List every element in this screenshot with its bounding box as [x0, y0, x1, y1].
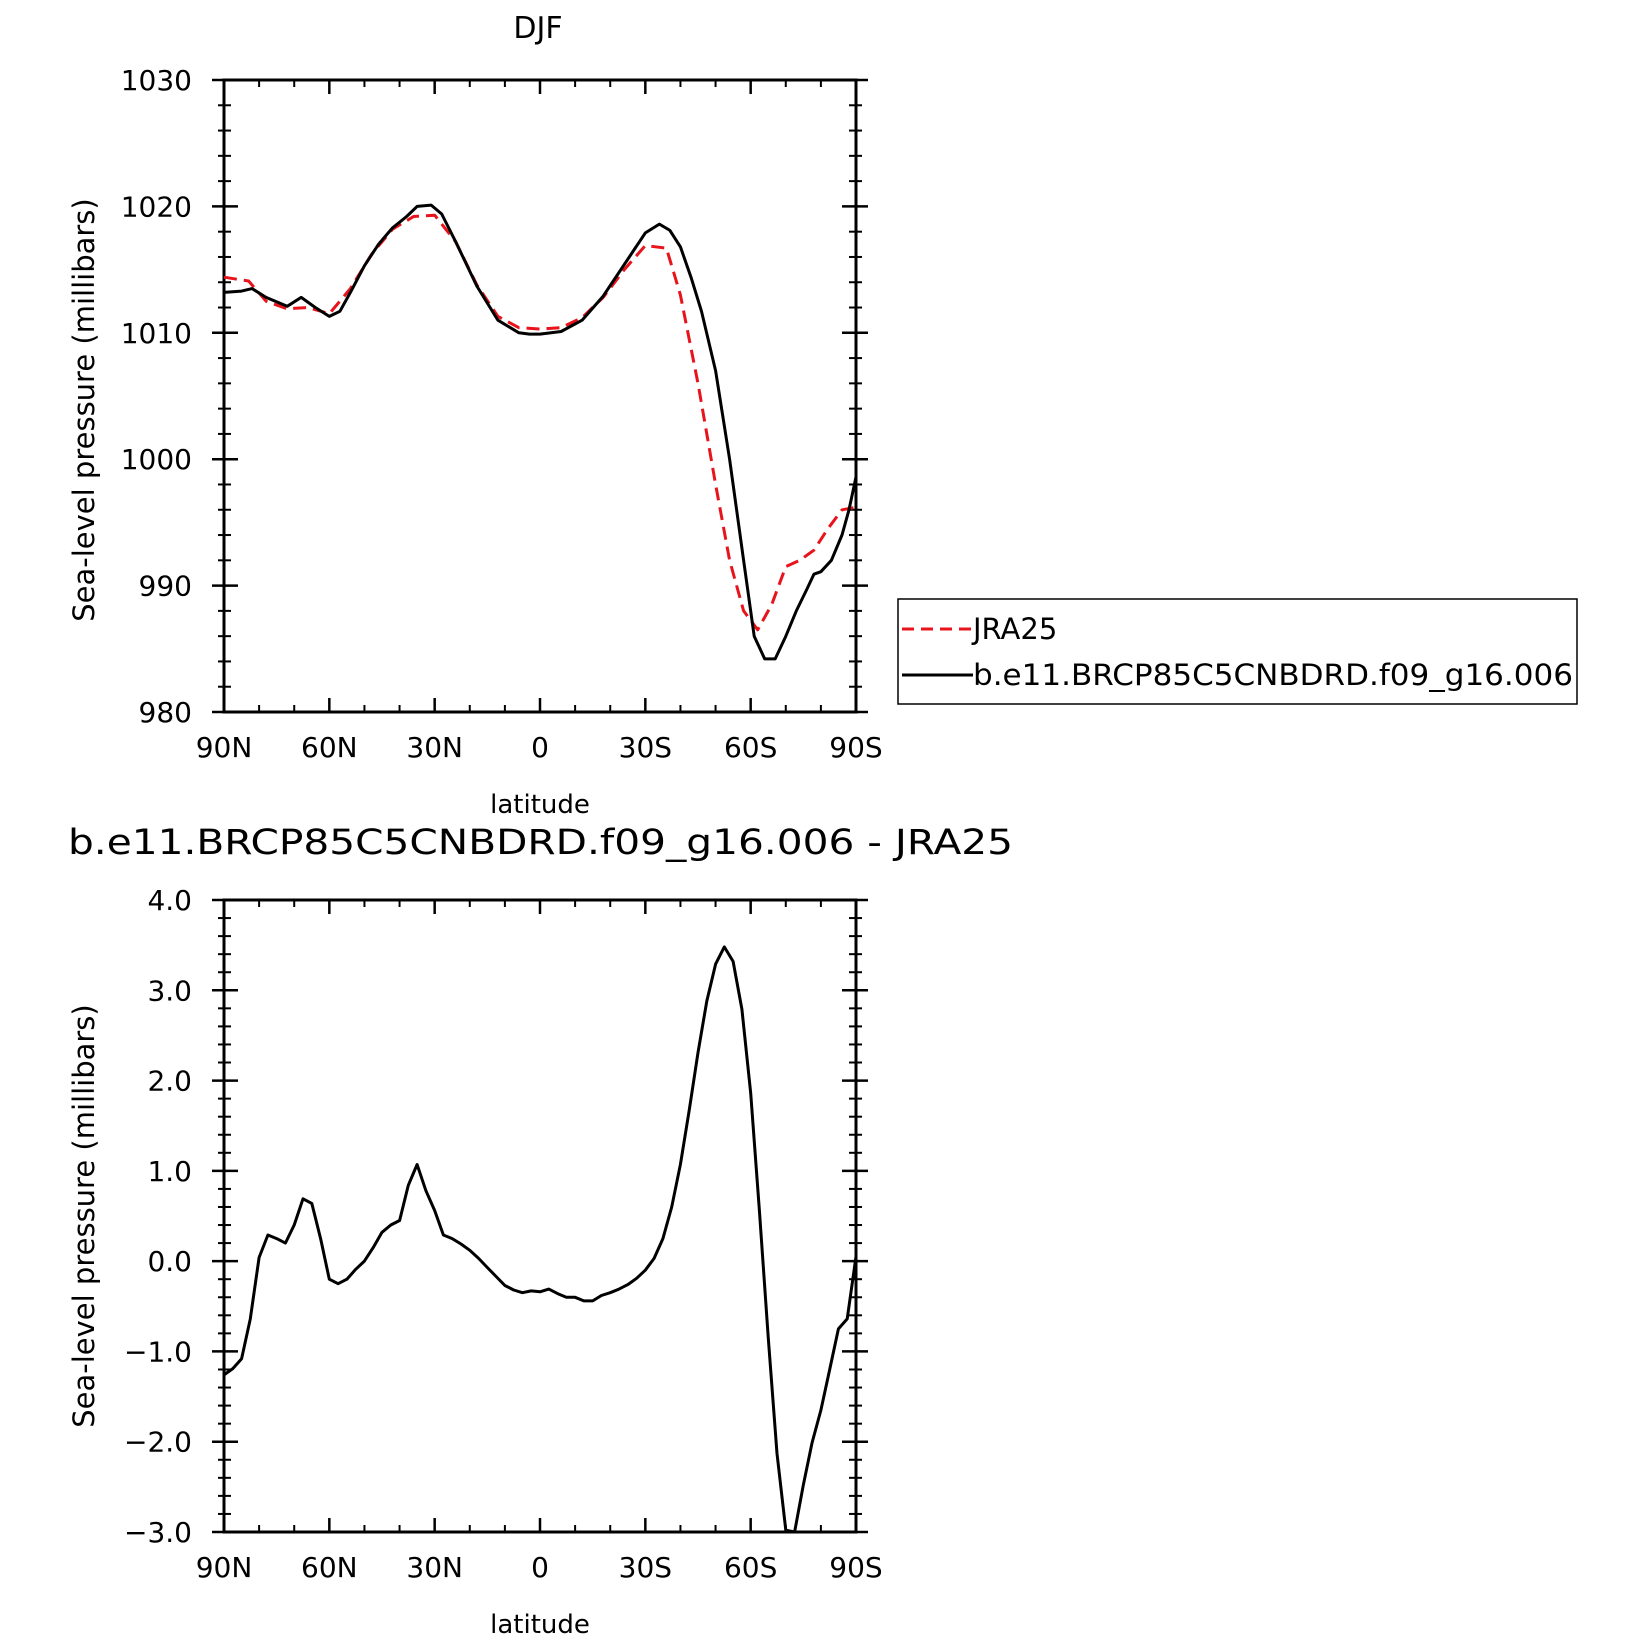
plot-frame — [222, 78, 858, 714]
chart-djf: DJF 90N 60N 30N 0 30S 60S 90S 980 990 1000 1010 102… — [67, 11, 883, 820]
x-tick-label: 60S — [724, 731, 777, 764]
y-tick-label: 1030 — [121, 64, 192, 97]
x-axis-label: latitude — [490, 1610, 590, 1640]
series-group — [223, 203, 858, 661]
series-line-1 — [223, 203, 858, 661]
y-tick-label: 4.0 — [147, 884, 192, 917]
x-tick-label: 60S — [724, 1551, 777, 1584]
y-axis-label: Sea-level pressure (millibars) — [67, 198, 101, 621]
chart-title: DJF — [513, 11, 562, 46]
series-line-0 — [223, 213, 857, 632]
y-tick-label: 990 — [139, 570, 192, 603]
axis-ticks: 90N 60N 30N 0 30S 60S 90S −3.0 −2.0 −1.0 0.0 1.0 2.0… — [124, 884, 883, 1584]
x-tick-label: 30N — [406, 731, 463, 764]
y-tick-label: 1020 — [121, 190, 192, 223]
axis-ticks: 90N 60N 30N 0 30S 60S 90S 980 990 1000 1010 1020 103… — [121, 64, 883, 764]
y-tick-label: 1.0 — [147, 1155, 192, 1188]
y-tick-label: −2.0 — [124, 1426, 192, 1459]
legend: JRA25 b.e11.BRCP85C5CNBDRD.f09_g16.006 — [897, 598, 1578, 705]
legend-label-jra25: JRA25 — [971, 612, 1057, 646]
chart-title: b.e11.BRCP85C5CNBDRD.f09_g16.006 - JRA25 — [68, 823, 1013, 863]
x-tick-label: 90N — [196, 1551, 253, 1584]
y-tick-label: 0.0 — [147, 1245, 192, 1278]
x-tick-label: 0 — [531, 731, 549, 764]
x-tick-label: 90N — [196, 731, 253, 764]
y-tick-label: 3.0 — [147, 974, 192, 1007]
x-tick-label: 90S — [829, 731, 882, 764]
y-tick-label: 980 — [139, 696, 192, 729]
x-tick-label: 60N — [301, 1551, 358, 1584]
x-tick-label: 0 — [531, 1551, 549, 1584]
y-axis-label: Sea-level pressure (millibars) — [67, 1004, 101, 1427]
legend-label-model: b.e11.BRCP85C5CNBDRD.f09_g16.006 — [973, 658, 1573, 692]
x-tick-label: 60N — [301, 731, 358, 764]
x-tick-label: 90S — [829, 1551, 882, 1584]
x-tick-label: 30S — [619, 731, 672, 764]
x-tick-label: 30S — [619, 1551, 672, 1584]
x-axis-label: latitude — [490, 790, 590, 820]
chart-difference: b.e11.BRCP85C5CNBDRD.f09_g16.006 - JRA25… — [67, 823, 1013, 1640]
y-tick-label: 1010 — [121, 317, 192, 350]
x-tick-label: 30N — [406, 1551, 463, 1584]
y-tick-label: −1.0 — [124, 1335, 192, 1368]
legend-box — [897, 598, 1578, 705]
y-tick-label: 1000 — [121, 443, 192, 476]
y-tick-label: −3.0 — [124, 1516, 192, 1549]
series-line-0 — [223, 945, 858, 1534]
y-tick-label: 2.0 — [147, 1065, 192, 1098]
series-group — [223, 945, 858, 1534]
